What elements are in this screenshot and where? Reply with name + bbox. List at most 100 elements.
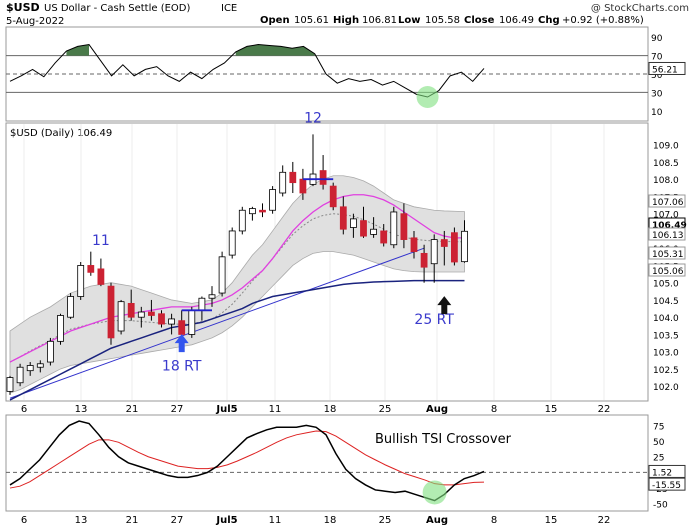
open-label: Open — [260, 15, 290, 26]
candle-up — [198, 297, 206, 311]
trendline — [9, 247, 425, 399]
x-tick-label: Jul5 — [215, 404, 237, 415]
x-tick-label-bottom: 15 — [545, 515, 558, 526]
tsi-line — [9, 420, 485, 502]
candle-up — [228, 230, 236, 256]
x-tick-label: 22 — [598, 404, 611, 415]
candle-up — [248, 208, 256, 215]
rsi-tick-label: 30 — [651, 89, 663, 99]
tsi-tick-label: -50 — [653, 501, 668, 511]
low-value: 105.58 — [425, 15, 460, 26]
tsi-tick-label: 75 — [653, 422, 664, 432]
rsi-tick-label: 90 — [651, 34, 663, 44]
x-tick-label-bottom: 11 — [269, 515, 282, 526]
ohlc-line: Open 105.61 High 106.81 Low 105.58 Close… — [260, 15, 644, 26]
price-tick-label: 105.0 — [653, 280, 679, 290]
candle-down — [400, 213, 408, 240]
tsi-tick-label: 25 — [653, 454, 664, 464]
x-tick-label: 18 — [324, 404, 337, 415]
chg-label: Chg — [538, 15, 560, 26]
candle-up — [218, 256, 226, 294]
price-right-label-box — [648, 194, 686, 208]
candle-down — [158, 313, 165, 325]
candle-up — [137, 311, 145, 318]
price-tick-label: 104.0 — [653, 314, 679, 324]
x-tick-label: 27 — [171, 404, 184, 415]
rsi-last-value-box — [648, 61, 686, 75]
tsi-annotation: Bullish TSI Crossover — [375, 432, 512, 447]
moving-average-short — [9, 194, 465, 363]
watermark: @ StockCharts.com — [591, 3, 689, 14]
price-annotation: 11 — [92, 233, 110, 249]
candle-up — [117, 301, 125, 332]
open-value: 105.61 — [294, 15, 329, 26]
up-arrow-icon — [174, 334, 189, 353]
candle-down — [107, 285, 115, 339]
candle-down — [410, 237, 418, 253]
price-tick-label: 103.0 — [653, 349, 679, 359]
candle-up — [370, 228, 378, 235]
candle-down — [450, 232, 458, 263]
candle-down — [178, 320, 186, 335]
candle-down — [339, 206, 347, 230]
x-tick-label: 21 — [126, 404, 139, 415]
price-right-label: 106.13 — [652, 231, 684, 241]
x-tick-label-bottom: 22 — [598, 515, 611, 526]
tsi-highlight-circle — [422, 480, 447, 505]
price-right-label: 107.06 — [652, 198, 684, 208]
price-tick-label: 103.5 — [653, 331, 679, 341]
price-right-label: 105.06 — [652, 267, 684, 277]
up-arrow-icon — [437, 296, 452, 315]
candle-down — [147, 311, 155, 316]
candle-up — [67, 296, 74, 318]
candle-down — [127, 302, 135, 318]
x-tick-label-bottom: Aug — [426, 515, 448, 526]
candle-up — [461, 230, 468, 263]
candle-up — [269, 189, 277, 211]
rsi-tick-label: 70 — [651, 53, 663, 63]
chart-header: $USD US Dollar - Cash Settle (EOD) ICE @… — [6, 1, 689, 27]
candle-up — [57, 315, 64, 342]
tsi-signal-line — [9, 430, 485, 489]
x-tick-label: 25 — [379, 404, 392, 415]
price-right-label-box — [648, 246, 686, 260]
candle-up — [238, 209, 246, 232]
close-value: 106.49 — [499, 15, 534, 26]
exchange-label: ICE — [221, 3, 237, 14]
candle-down — [420, 252, 428, 268]
candle-up — [430, 239, 438, 265]
candle-down — [289, 171, 297, 184]
rsi-last-value: 56.21 — [652, 65, 678, 75]
candle-up — [208, 294, 216, 299]
price-tick-label: 107.0 — [653, 211, 679, 221]
price-tick-label: 102.0 — [653, 383, 679, 393]
rsi-panel — [5, 26, 649, 122]
candle-up — [349, 218, 357, 228]
x-tick-label-bottom: 25 — [379, 515, 392, 526]
rsi-line — [9, 44, 485, 98]
price-right-label-box — [648, 227, 686, 241]
rsi-overbought-fill-1 — [235, 44, 315, 56]
tsi-right-label-box — [648, 464, 686, 478]
x-tick-label-bottom: 27 — [171, 515, 184, 526]
x-tick-label: 15 — [545, 404, 558, 415]
price-tick-label: 104.5 — [653, 297, 679, 307]
candle-down — [380, 230, 388, 244]
x-tick-label-bottom: 13 — [75, 515, 88, 526]
x-tick-label: 8 — [491, 404, 497, 415]
candle-up — [36, 363, 44, 368]
candle-up — [279, 171, 287, 194]
price-annotation: 18 RT — [162, 359, 202, 375]
x-tick-label-bottom: 8 — [491, 515, 497, 526]
rsi-tick-label: 10 — [651, 108, 663, 118]
candle-up — [47, 340, 54, 363]
tsi-right-label: -15.55 — [652, 481, 681, 491]
bollinger-band — [9, 175, 465, 394]
symbol-title: $USD — [6, 1, 40, 14]
rsi-overbought-fill-0 — [66, 44, 89, 56]
low-label: Low — [398, 15, 420, 26]
price-annotation: 12 — [304, 110, 322, 126]
price-tick-label: 102.5 — [653, 366, 679, 376]
candle-up — [6, 377, 14, 392]
high-label: High — [333, 15, 359, 26]
